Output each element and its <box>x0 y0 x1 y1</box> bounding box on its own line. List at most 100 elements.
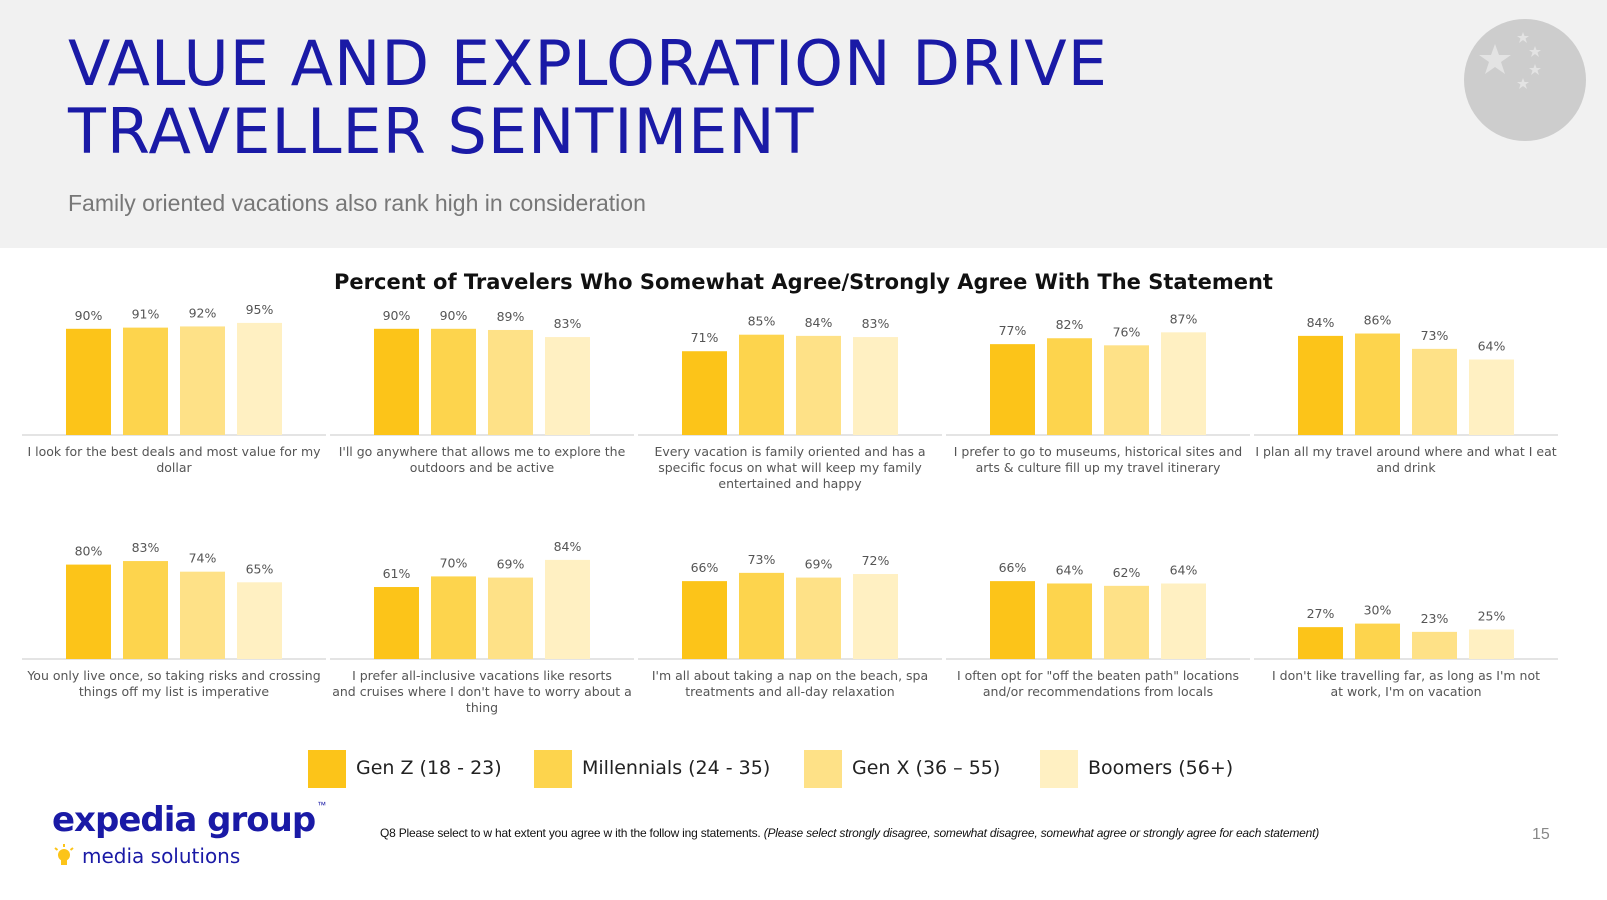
data-label-gen-x: 76% <box>1113 324 1141 339</box>
bar-millennials <box>1355 333 1400 435</box>
bar-gen-x <box>180 326 225 435</box>
bar-gen-z <box>66 564 111 659</box>
data-label-boomers: 72% <box>862 553 890 568</box>
data-label-millennials: 70% <box>440 555 468 570</box>
footnote-instructions: (Please select strongly disagree, somewh… <box>763 826 1319 840</box>
bar-boomers <box>237 322 282 435</box>
legend-swatch-gen-x <box>804 750 842 788</box>
page-title: VALUE AND EXPLORATION DRIVE TRAVELLER SE… <box>68 30 1108 166</box>
bar-gen-x <box>1104 585 1149 659</box>
bar-boomers <box>1161 583 1206 659</box>
bar-gen-x <box>796 335 841 435</box>
category-label: I'm all about taking a nap on the beach,… <box>652 668 928 699</box>
chart-panel-1: 90% 91% 92% 95% I look for the best deals an… <box>22 302 326 475</box>
legend-swatch-boomers <box>1040 750 1078 788</box>
bar-gen-x <box>1412 631 1457 659</box>
data-label-gen-x: 62% <box>1113 565 1141 580</box>
bar-millennials <box>739 334 784 435</box>
bar-gen-x <box>488 329 533 435</box>
data-label-boomers: 95% <box>246 302 274 317</box>
category-label: I prefer all-inclusive vacations like re… <box>332 668 632 715</box>
page-title-line-2: TRAVELLER SENTIMENT <box>68 95 815 168</box>
header-band: VALUE AND EXPLORATION DRIVE TRAVELLER SE… <box>0 0 1607 248</box>
bar-gen-x <box>1104 345 1149 435</box>
data-label-boomers: 64% <box>1478 338 1506 353</box>
data-label-gen-x: 73% <box>1421 328 1449 343</box>
category-label: I plan all my travel around where and wh… <box>1255 444 1556 475</box>
footnote-question: Q8 Please select to w hat extent you agr… <box>380 826 761 840</box>
data-label-millennials: 30% <box>1364 603 1392 618</box>
data-label-boomers: 64% <box>1170 562 1198 577</box>
data-label-gen-z: 66% <box>999 560 1027 575</box>
data-label-gen-z: 27% <box>1307 606 1335 621</box>
bar-gen-x <box>180 571 225 659</box>
bar-boomers <box>545 559 590 659</box>
bar-boomers <box>1469 359 1514 435</box>
bar-millennials <box>123 561 168 659</box>
data-label-gen-z: 71% <box>691 330 719 345</box>
chart-panel-10: 27% 30% 23% 25% I don't like travelling far,… <box>1254 603 1558 699</box>
legend-label-boomers: Boomers (56+) <box>1088 757 1234 779</box>
bar-boomers <box>237 582 282 659</box>
bar-millennials <box>739 572 784 659</box>
chart-panel-4: 77% 82% 76% 87% I prefer to go to museums, h… <box>946 311 1250 475</box>
expedia-group-logo: expedia group ™ media solutions <box>52 800 327 868</box>
lightbulb-icon <box>54 844 74 865</box>
bar-gen-x <box>488 577 533 659</box>
chart-panel-6: 80% 83% 74% 65% You only live once, so takin… <box>22 540 326 699</box>
bar-millennials <box>431 328 476 435</box>
data-label-gen-x: 23% <box>1421 611 1449 626</box>
data-label-gen-x: 74% <box>189 551 217 566</box>
bar-millennials <box>431 576 476 659</box>
chart-panel-9: 66% 64% 62% 64% I often opt for "off the bea… <box>946 560 1250 699</box>
chart-panel-8: 66% 73% 69% 72% I'm all about taking a nap o… <box>638 552 942 699</box>
data-label-gen-x: 84% <box>805 315 833 330</box>
bar-gen-z <box>1298 335 1343 435</box>
data-label-millennials: 91% <box>132 307 160 322</box>
data-label-gen-z: 84% <box>1307 315 1335 330</box>
page-subtitle: Family oriented vacations also rank high… <box>68 190 646 216</box>
legend-label-gen-x: Gen X (36 – 55) <box>852 757 1001 779</box>
bar-millennials <box>1047 338 1092 435</box>
category-label: I'll go anywhere that allows me to explo… <box>339 444 626 475</box>
category-label: I don't like travelling far, as long as … <box>1272 668 1540 699</box>
data-label-gen-x: 69% <box>497 557 525 572</box>
data-label-gen-z: 90% <box>75 308 103 323</box>
data-label-boomers: 65% <box>246 561 274 576</box>
chart-panel-3: 71% 85% 84% 83% Every vacation is family ori… <box>638 314 942 491</box>
bar-boomers <box>853 337 898 435</box>
bar-gen-z <box>990 344 1035 435</box>
logo-trademark: ™ <box>317 800 327 810</box>
legend-swatch-gen-z <box>308 750 346 788</box>
data-label-gen-x: 89% <box>497 309 525 324</box>
data-label-boomers: 84% <box>554 539 582 554</box>
bar-boomers <box>853 574 898 659</box>
logo-tagline: media solutions <box>82 844 241 868</box>
data-label-gen-z: 80% <box>75 544 103 559</box>
data-label-boomers: 25% <box>1478 609 1506 624</box>
data-label-gen-x: 69% <box>805 557 833 572</box>
bar-gen-x <box>796 577 841 659</box>
bar-gen-z <box>990 581 1035 659</box>
category-label: Every vacation is family oriented and ha… <box>654 444 925 491</box>
legend-swatch-millennials <box>534 750 572 788</box>
data-label-gen-z: 61% <box>383 566 411 581</box>
data-label-millennials: 90% <box>440 308 468 323</box>
category-label: I often opt for "off the beaten path" lo… <box>957 668 1239 699</box>
data-label-gen-z: 77% <box>999 323 1027 338</box>
chart-panel-2: 90% 90% 89% 83% I'll go anywhere that allows… <box>330 308 634 475</box>
bar-millennials <box>1047 583 1092 659</box>
data-label-millennials: 73% <box>748 552 776 567</box>
survey-question-footnote: Q8 Please select to w hat extent you agr… <box>380 826 1319 840</box>
chart-panel-5: 84% 86% 73% 64% I plan all my travel around … <box>1254 313 1558 475</box>
bar-gen-z <box>682 581 727 659</box>
page-number: 15 <box>1532 826 1550 843</box>
bar-gen-z <box>374 587 419 659</box>
category-label: You only live once, so taking risks and … <box>26 668 320 699</box>
bar-gen-x <box>1412 348 1457 435</box>
china-flag-icon <box>1464 19 1586 141</box>
data-label-millennials: 83% <box>132 540 160 555</box>
bar-millennials <box>123 327 168 435</box>
bar-gen-z <box>66 328 111 435</box>
data-label-gen-z: 90% <box>383 308 411 323</box>
